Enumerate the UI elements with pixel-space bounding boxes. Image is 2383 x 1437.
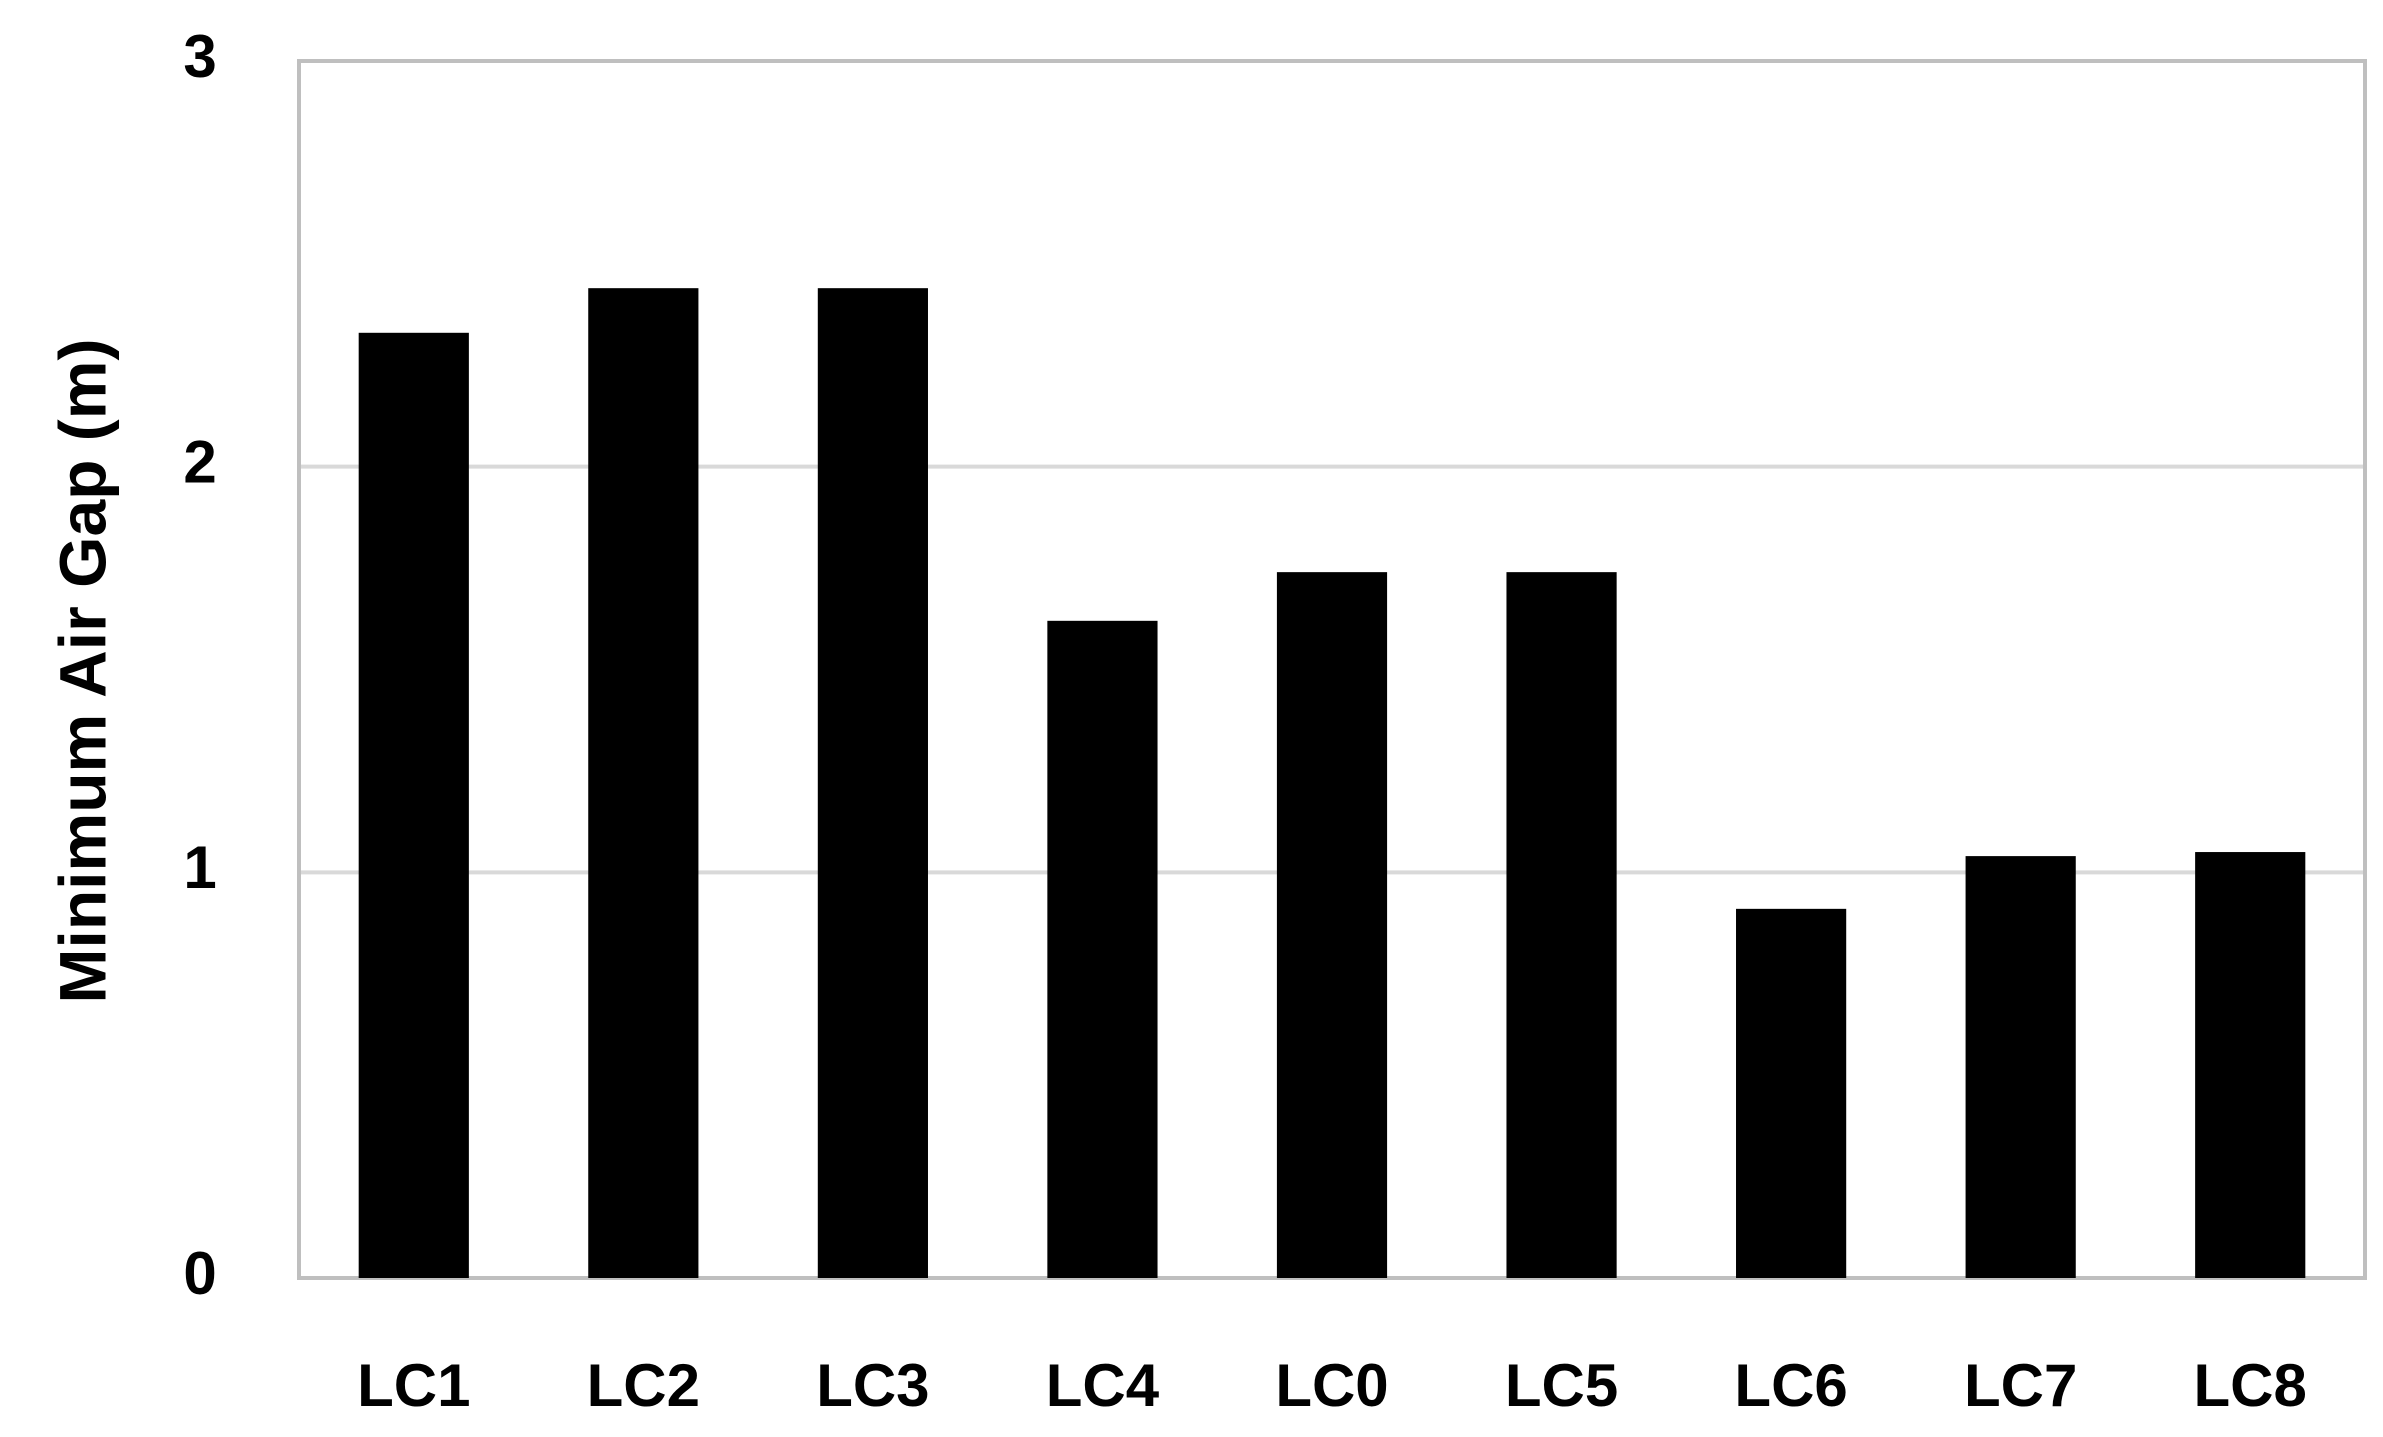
x-tick-label: LC2 <box>587 1352 700 1419</box>
y-tick-label: 0 <box>183 1240 216 1307</box>
x-tick-label: LC7 <box>1964 1352 2077 1419</box>
bar <box>358 332 469 1279</box>
x-tick-label: LC8 <box>2194 1352 2307 1419</box>
bar <box>817 288 928 1278</box>
x-tick-label: LC3 <box>816 1352 929 1419</box>
bar <box>588 288 699 1278</box>
x-tick-label: LC4 <box>1046 1352 1160 1419</box>
x-tick-label: LC5 <box>1505 1352 1618 1419</box>
x-tick-label: LC6 <box>1734 1352 1847 1419</box>
x-tick-label: LC0 <box>1275 1352 1388 1419</box>
bar <box>1965 856 2076 1278</box>
y-tick-label: 2 <box>183 429 216 496</box>
bar <box>1736 908 1847 1278</box>
y-tick-label: 1 <box>183 834 216 901</box>
bar <box>1047 620 1158 1278</box>
bar <box>1506 572 1617 1278</box>
y-axis-title: Minimum Air Gap (m) <box>45 339 119 1004</box>
y-tick-label: 3 <box>183 23 216 90</box>
bar <box>2195 852 2306 1278</box>
bar <box>1276 572 1388 1278</box>
x-tick-label: LC1 <box>357 1352 470 1419</box>
